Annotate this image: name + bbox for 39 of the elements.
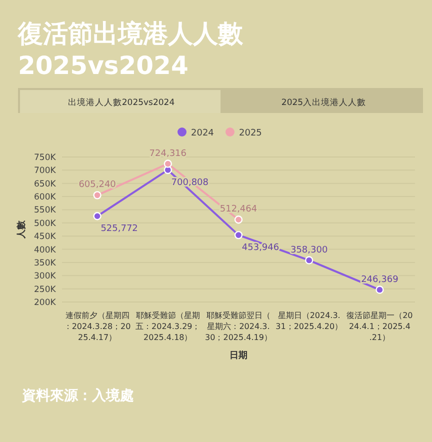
x-tick-label: 連假前夕（星期四：2024.3.28；2025.4.17） — [64, 311, 131, 342]
data-label: 453,946 — [242, 243, 280, 254]
point — [164, 160, 172, 168]
point — [305, 256, 314, 264]
data-label: 605,240 — [78, 180, 116, 190]
text: 出境港人人數2025vs2024 — [68, 97, 175, 108]
point — [93, 191, 102, 200]
x-tick-label: 耶穌受難節（星期五：2024.3.29；2025.4.18） — [136, 311, 200, 342]
data-label: 358,300 — [290, 245, 328, 256]
text: 2025入出境港人人數 — [281, 97, 366, 108]
y-tick-label: 300K — [34, 272, 56, 282]
y-tick-label: 450K — [34, 232, 56, 242]
y-tick-label: 500K — [34, 218, 56, 229]
point — [376, 286, 384, 294]
legend-label: 2025 — [239, 128, 262, 138]
y-tick-label: 200K — [34, 298, 56, 308]
legend-label: 2024 — [191, 128, 214, 138]
x-tick-label: 星期日（2024.3.31；2025.4.20） — [276, 311, 343, 331]
y-axis-title: 人數 — [16, 220, 27, 240]
x-tick-label: 耶穌受難節翌日（星期六：2024.3.30；2025.4.19） — [205, 311, 272, 342]
y-tick-label: 750K — [34, 153, 56, 163]
source-note: 資料來源：入境處 — [21, 387, 134, 404]
point — [234, 216, 243, 224]
data-label: 525,772 — [100, 224, 138, 234]
y-tick-label: 550K — [34, 206, 56, 216]
y-tick-label: 250K — [34, 284, 56, 295]
y-tick-label: 700K — [34, 166, 56, 176]
data-label: 724,316 — [149, 148, 187, 159]
y-tick-label: 400K — [34, 245, 56, 256]
data-label: 512,464 — [220, 204, 258, 215]
y-tick-label: 350K — [34, 258, 56, 268]
x-axis-title: 日期 — [230, 350, 248, 361]
chart-title: 復活節出境港人人數 2025vs2024 — [17, 19, 244, 80]
x-tick-label: 復活節星期一（2024.4.1；2025.4.21） — [346, 311, 413, 342]
y-tick-label: 600K — [34, 192, 56, 203]
data-label: 246,369 — [361, 274, 399, 285]
point — [93, 212, 102, 220]
point — [234, 230, 243, 240]
y-tick-label: 650K — [34, 179, 56, 190]
